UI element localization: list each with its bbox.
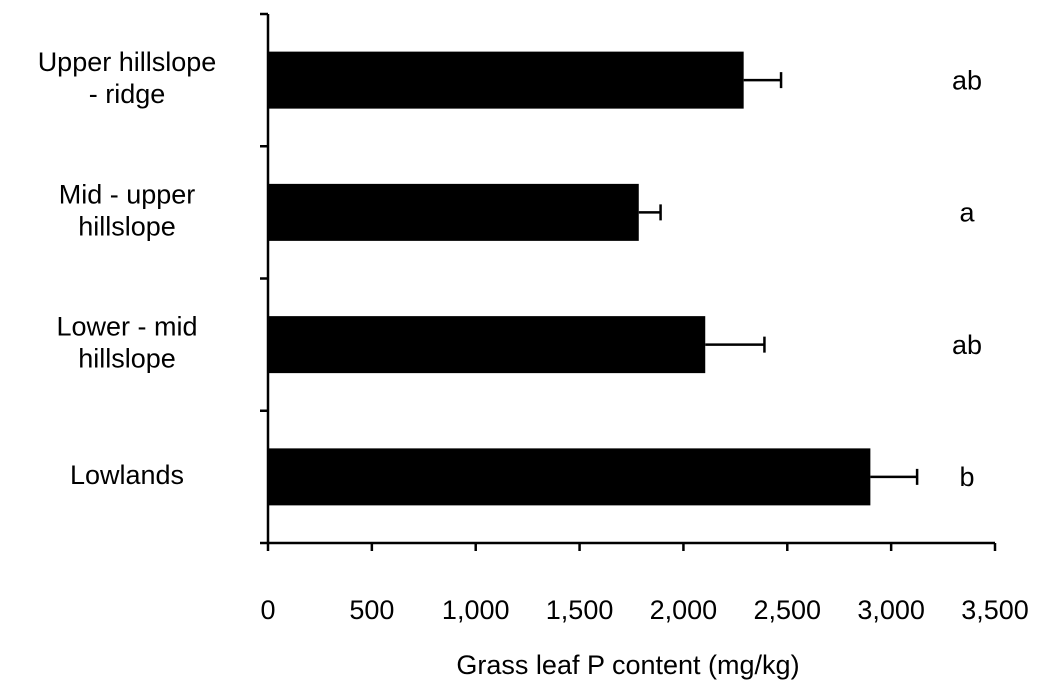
x-tick-label-2: 1,000 <box>442 595 510 625</box>
x-tick-label-4: 2,000 <box>650 595 718 625</box>
category-label-3: Lowlands <box>70 460 184 490</box>
category-label-0: Upper hillslope - ridge <box>38 47 217 109</box>
significance-letter-1: a <box>959 198 975 228</box>
bar-2 <box>268 316 706 374</box>
bars-layer <box>268 51 871 506</box>
error-bars-layer <box>638 72 919 485</box>
x-axis-title: Grass leaf P content (mg/kg) <box>456 650 799 680</box>
bar-3 <box>268 448 871 506</box>
x-tick-label-7: 3,500 <box>961 595 1029 625</box>
x-tick-label-6: 3,000 <box>857 595 925 625</box>
bar-0 <box>268 51 744 109</box>
significance-letter-0: ab <box>952 65 982 95</box>
labels-layer: ab Upper hillslope - ridge a Mid - upper hill… <box>38 47 1029 625</box>
category-label-2: Lower - mid hillslope <box>56 312 197 374</box>
significance-letter-3: b <box>959 462 974 492</box>
x-tick-label-5: 2,500 <box>753 595 821 625</box>
x-tick-label-1: 500 <box>349 595 394 625</box>
x-tick-label-0: 0 <box>260 595 275 625</box>
x-tick-label-3: 1,500 <box>546 595 614 625</box>
category-label-1: Mid - upper hillslope <box>59 180 196 242</box>
bar-1 <box>268 183 639 241</box>
axes-layer <box>260 12 997 551</box>
significance-letter-2: ab <box>952 330 982 360</box>
